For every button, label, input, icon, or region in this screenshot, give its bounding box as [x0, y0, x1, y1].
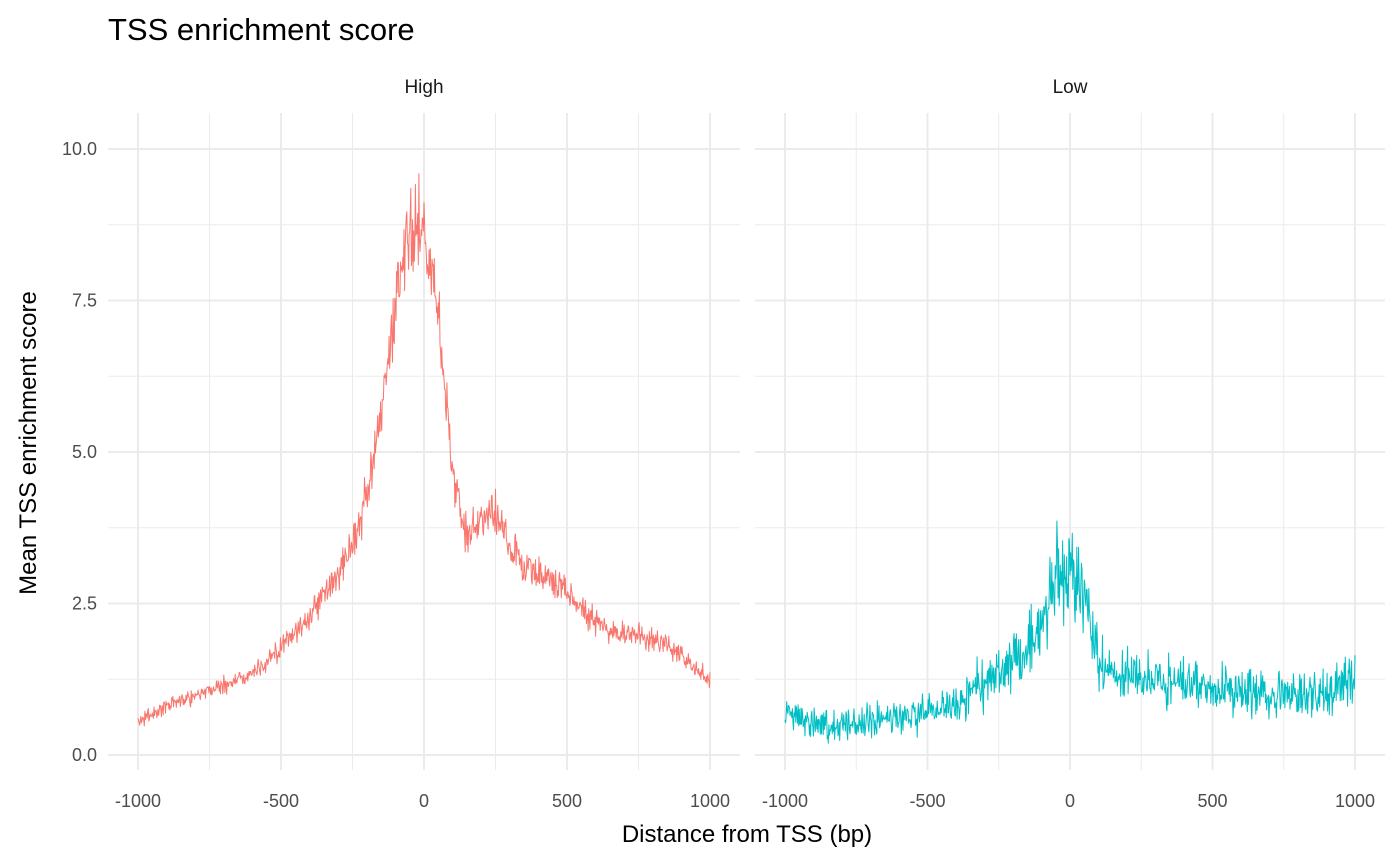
facet-panel-high: High -1000 -500 0 500 1000 [108, 77, 740, 811]
x-tick-label: -500 [263, 791, 299, 811]
facet-panel-low: Low -1000 -500 0 500 1000 [755, 77, 1385, 811]
x-tick-label: 0 [1065, 791, 1075, 811]
y-tick-label: 10.0 [62, 139, 97, 159]
y-tick-label: 5.0 [72, 442, 97, 462]
x-tick-label: -1000 [762, 791, 808, 811]
x-tick-label: 1000 [1335, 791, 1375, 811]
series-line-low [784, 520, 1356, 744]
facet-panels: High -1000 -500 0 500 1000 Low -1000 -500 0 500 100… [108, 77, 1385, 811]
x-tick-label: 500 [1197, 791, 1227, 811]
facet-label-high: High [404, 77, 443, 98]
y-axis: 0.0 2.5 5.0 7.5 10.0 [62, 139, 97, 765]
gridlines [108, 113, 740, 770]
series-line-high [137, 173, 711, 727]
x-tick-label: -500 [909, 791, 945, 811]
chart-title: TSS enrichment score [108, 12, 415, 47]
x-axis-title: Distance from TSS (bp) [622, 821, 872, 848]
y-tick-label: 0.0 [72, 745, 97, 765]
x-tick-label: 1000 [690, 791, 730, 811]
y-tick-label: 7.5 [72, 291, 97, 311]
x-tick-label: 0 [419, 791, 429, 811]
y-axis-title: Mean TSS enrichment score [15, 291, 42, 595]
y-tick-label: 2.5 [72, 594, 97, 614]
x-tick-label: 500 [552, 791, 582, 811]
x-tick-label: -1000 [115, 791, 161, 811]
facet-label-low: Low [1053, 77, 1088, 98]
gridlines [755, 113, 1385, 770]
